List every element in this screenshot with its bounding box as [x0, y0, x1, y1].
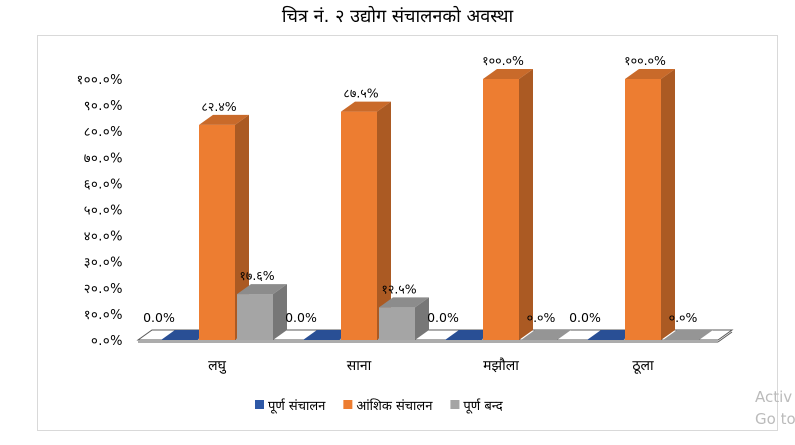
category-label: मझौला [483, 357, 519, 374]
legend-swatch [343, 400, 353, 409]
y-tick-label: ४०.०% [84, 230, 123, 245]
data-label: ०.०% [527, 310, 556, 325]
bar-side [415, 297, 429, 340]
bar-top [445, 330, 495, 340]
bar [199, 114, 249, 340]
y-tick-label: ३०.०% [84, 256, 123, 271]
y-tick-label: १०.०% [84, 308, 123, 323]
legend-label: पूर्ण संचालन [268, 398, 326, 414]
legend-swatch [255, 400, 264, 409]
bar-top [379, 297, 429, 308]
bar-top [483, 69, 533, 79]
y-tick-label: १००.०% [76, 73, 123, 88]
legend: पूर्ण संचालन आंशिक संचालन पूर्ण बन्द [255, 398, 504, 414]
bar-top [625, 69, 675, 79]
legend-label: आंशिक संचालन [356, 398, 433, 414]
bar [521, 330, 571, 340]
bar-top [199, 114, 249, 125]
data-label: ८७.५% [343, 86, 378, 101]
bar [483, 69, 533, 340]
data-label: १७.६% [239, 268, 274, 283]
y-tick-label: ७०.०% [84, 151, 123, 166]
data-label: ०.०% [669, 310, 698, 325]
data-label: १००.०% [624, 53, 666, 68]
bar-side [661, 69, 675, 340]
y-tick-label: २०.०% [84, 282, 123, 297]
bar-side [519, 69, 533, 340]
category-label: ठूला [632, 358, 654, 374]
chart-title: चित्र नं. २ उद्योग संचालनको अवस्था [281, 6, 514, 27]
data-label: 0.0% [569, 310, 601, 325]
bar [303, 330, 353, 340]
y-axis: ०.०% १०.०% २०.०% ३०.०% ४०.०% ५०.०% ६०.०% ७०.०% ८… [76, 73, 123, 349]
bar-front [341, 111, 377, 340]
bar-front [625, 79, 661, 340]
data-label: १००.०% [482, 53, 524, 68]
bar [445, 330, 495, 340]
bar-front [379, 307, 415, 340]
y-tick-label: ८०.०% [84, 125, 123, 140]
y-tick-label: ९०.०% [84, 99, 123, 114]
bar-front [483, 79, 519, 340]
x-axis: लघु साना मझौला ठूला [208, 357, 654, 374]
legend-swatch [450, 400, 460, 409]
bar [237, 284, 287, 340]
data-label: ८२.४% [201, 99, 236, 114]
category-label: साना [347, 358, 372, 374]
bar-side [377, 101, 391, 340]
bar [587, 330, 637, 340]
watermark-line1: Activ [755, 388, 792, 406]
bar-top [161, 330, 211, 340]
data-labels: 0.0% ८२.४% १७.६% 0.0% ८७.५% १२.५% 0.0% १००.०% ०.… [143, 53, 697, 325]
floor-side-edge [717, 331, 733, 343]
watermark-line2: Go to [755, 410, 795, 428]
bar [663, 330, 713, 340]
bar-top [303, 330, 353, 340]
legend-item: पूर्ण संचालन [255, 398, 326, 414]
bar-side [273, 284, 287, 340]
y-tick-label: ०.०% [91, 334, 123, 349]
bar [625, 69, 675, 340]
bar [379, 297, 429, 340]
bar-front [237, 294, 273, 340]
legend-label: पूर्ण बन्द [463, 398, 503, 414]
legend-item: आंशिक संचालन [343, 398, 433, 414]
y-tick-label: ५०.०% [84, 204, 123, 219]
bars [161, 69, 713, 340]
bar [341, 101, 391, 340]
data-label: १२.५% [381, 281, 416, 296]
bar-side [235, 114, 249, 340]
bar-top [663, 330, 713, 340]
legend-item: पूर्ण बन्द [450, 398, 504, 414]
y-tick-label: ६०.०% [84, 177, 123, 192]
data-label: 0.0% [427, 310, 459, 325]
bar-top [237, 284, 287, 295]
bar-top [587, 330, 637, 340]
bar [161, 330, 211, 340]
bar-front [199, 124, 235, 340]
category-label: लघु [208, 358, 227, 374]
data-label: 0.0% [143, 310, 175, 325]
bar-top [341, 101, 391, 112]
bar-top [521, 330, 571, 340]
data-label: 0.0% [285, 310, 317, 325]
